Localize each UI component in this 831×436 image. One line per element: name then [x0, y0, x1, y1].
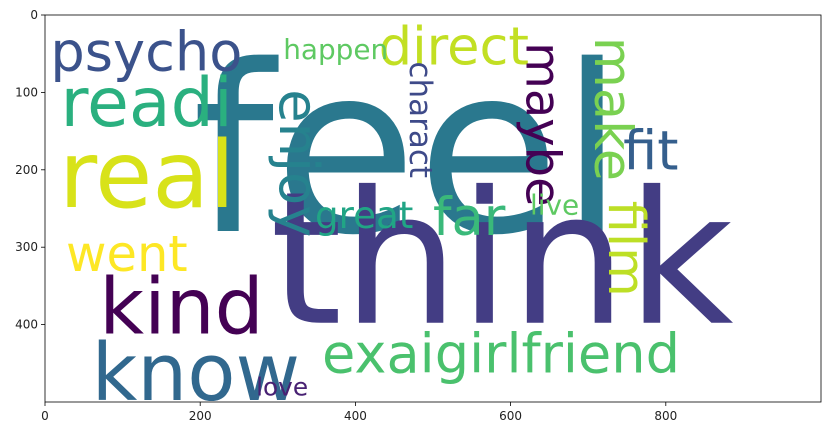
word-far: far	[433, 187, 506, 248]
word-maybe: maybe	[515, 42, 571, 207]
word-charact: charact	[402, 61, 438, 178]
y-axis: 0 100 200 300 400	[15, 8, 45, 332]
word-enjoy: enjoy	[267, 89, 330, 237]
word-kind: kind	[99, 263, 263, 353]
axes-frame	[44, 14, 822, 403]
y-tick-label: 300	[15, 240, 38, 254]
plot-area	[45, 15, 821, 402]
word-feel: feel	[192, 15, 624, 286]
x-tick-label: 600	[499, 409, 522, 423]
word-psycho: psycho	[50, 20, 242, 83]
x-tick-label: 800	[654, 409, 677, 423]
x-tick-label: 200	[189, 409, 212, 423]
word-love: love	[256, 373, 308, 402]
word-know: know	[92, 327, 300, 419]
word-real: real	[59, 121, 235, 229]
word-make: make	[582, 37, 643, 181]
x-axis: 0 200 400 600 800	[41, 402, 677, 423]
word-direct: direct	[379, 17, 529, 78]
word-film: film	[596, 201, 655, 297]
x-tick-label: 400	[344, 409, 367, 423]
x-tick-label: 0	[41, 409, 49, 423]
word-happen: happen	[283, 33, 388, 66]
word-fit: fit	[623, 120, 678, 183]
word-went: went	[66, 225, 188, 283]
y-tick-label: 400	[15, 318, 38, 332]
word-exaigirlfriend: exaigirlfriend	[322, 322, 680, 385]
y-tick-label: 200	[15, 163, 38, 177]
word-great: great	[315, 193, 413, 237]
word-live: live	[530, 188, 579, 221]
word-think: think	[270, 153, 734, 367]
y-tick-label: 0	[30, 8, 38, 22]
word-readi: readi	[61, 64, 233, 143]
y-tick-label: 100	[15, 85, 38, 99]
